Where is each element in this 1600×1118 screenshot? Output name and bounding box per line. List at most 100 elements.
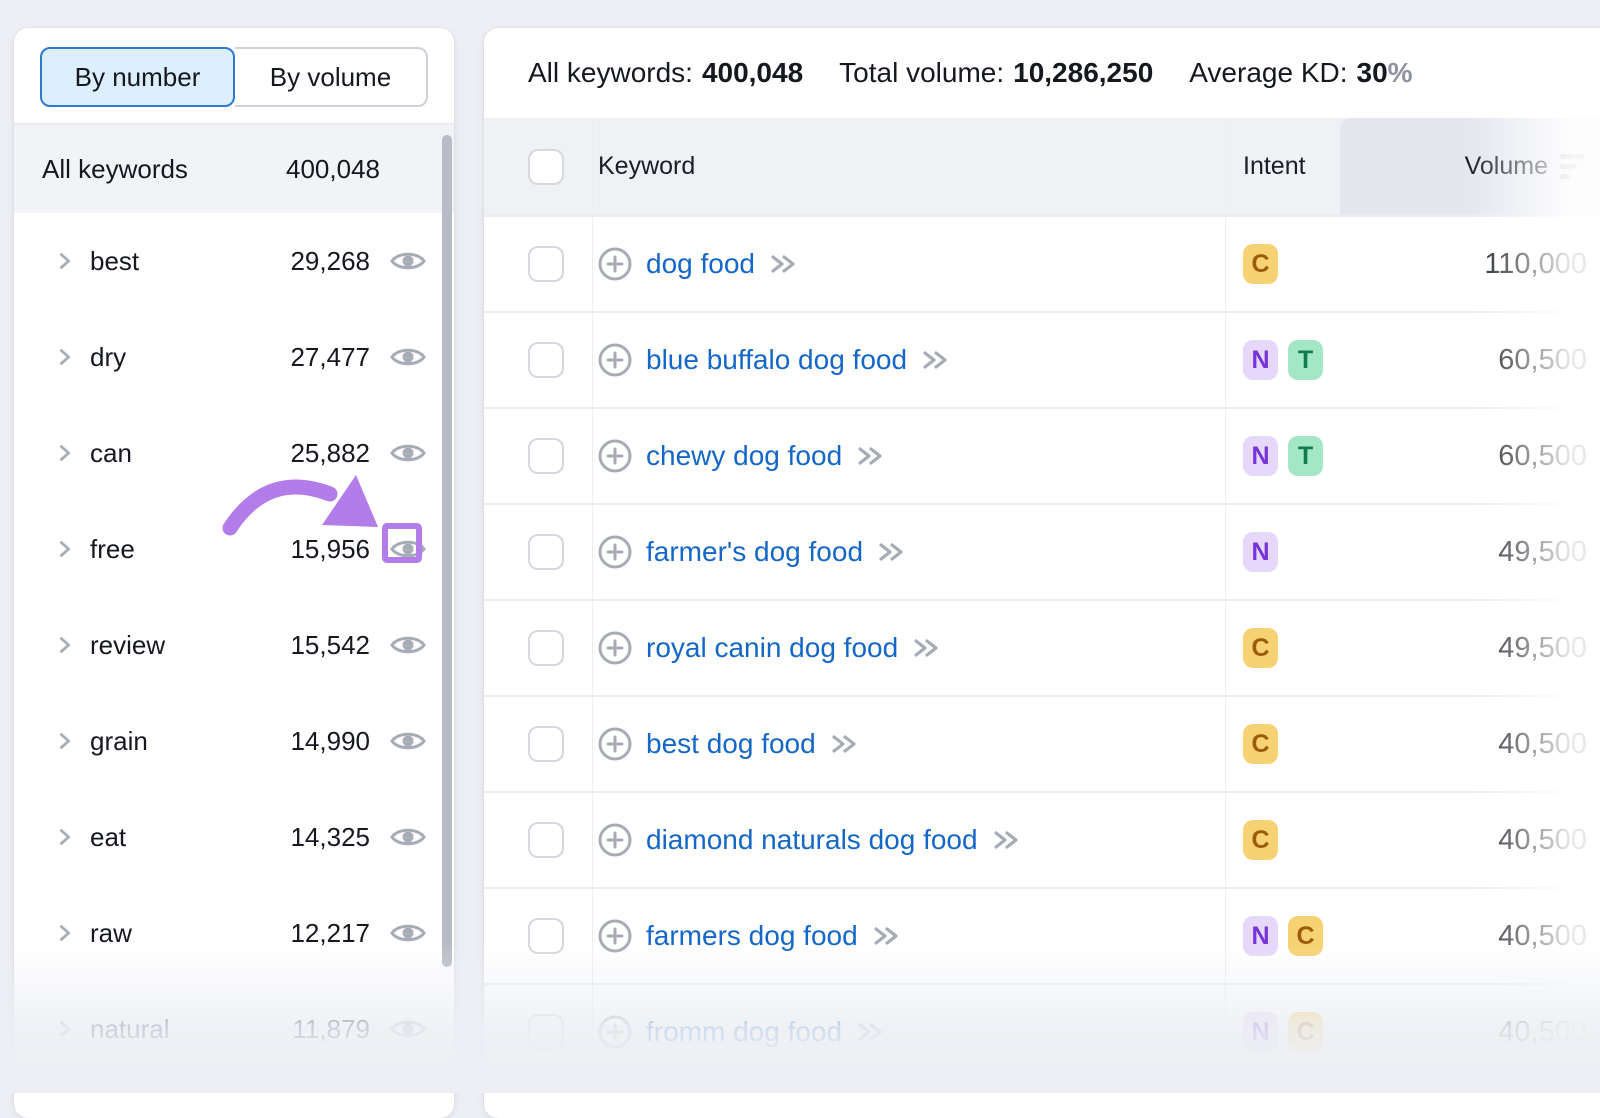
- intent-badge-c: C: [1243, 820, 1278, 860]
- eye-icon[interactable]: [390, 1011, 426, 1047]
- keyword-column-header: Keyword: [592, 118, 1225, 215]
- group-label: review: [90, 629, 166, 660]
- all-keywords-stat: All keywords: 400,048: [528, 57, 804, 88]
- chevron-right-icon[interactable]: [54, 250, 76, 272]
- sidebar-scrollbar[interactable]: [442, 135, 452, 967]
- keyword-group-row-natural[interactable]: natural 11,879: [14, 981, 454, 1077]
- row-checkbox[interactable]: [528, 342, 564, 378]
- chevron-right-icon[interactable]: [54, 922, 76, 944]
- row-checkbox[interactable]: [528, 918, 564, 954]
- all-keywords-row[interactable]: All keywords 400,048: [14, 125, 454, 213]
- keyword-link[interactable]: dog food: [646, 248, 755, 279]
- eye-icon[interactable]: [390, 723, 426, 759]
- sort-descending-icon[interactable]: [1560, 154, 1584, 179]
- volume-column-header[interactable]: Volume: [1340, 118, 1600, 215]
- by-volume-button[interactable]: By volume: [235, 47, 428, 107]
- group-count: 15,956: [290, 533, 370, 564]
- intent-badge-c: C: [1243, 724, 1278, 764]
- all-keywords-count: 400,048: [286, 153, 380, 184]
- chevron-right-icon[interactable]: [54, 538, 76, 560]
- keyword-group-row-grain[interactable]: grain 14,990: [14, 693, 454, 789]
- eye-icon[interactable]: [390, 243, 426, 279]
- volume-value: 60,500: [1498, 439, 1587, 472]
- keyword-group-row-review[interactable]: review 15,542: [14, 597, 454, 693]
- row-checkbox[interactable]: [528, 534, 564, 570]
- volume-value: 40,500: [1498, 1015, 1587, 1048]
- double-chevron-icon[interactable]: [872, 924, 902, 948]
- row-checkbox[interactable]: [528, 1014, 564, 1050]
- by-number-button[interactable]: By number: [40, 47, 235, 107]
- intent-badge-n: N: [1243, 916, 1278, 956]
- chevron-right-icon[interactable]: [54, 826, 76, 848]
- group-label: raw: [90, 917, 132, 948]
- eye-icon-highlighted[interactable]: [390, 531, 426, 567]
- eye-icon[interactable]: [390, 339, 426, 375]
- keyword-table-panel: All keywords: 400,048 Total volume: 10,286…: [484, 28, 1600, 1118]
- highlight-box-annotation: [382, 523, 422, 563]
- double-chevron-icon[interactable]: [830, 732, 860, 756]
- keyword-link[interactable]: fromm dog food: [646, 1016, 843, 1047]
- double-chevron-icon[interactable]: [877, 540, 907, 564]
- keyword-link[interactable]: farmer's dog food: [646, 536, 864, 567]
- table-row: farmers dog food N C 40,500: [484, 887, 1600, 983]
- plus-circle-icon[interactable]: [598, 343, 632, 377]
- keyword-group-row-eat[interactable]: eat 14,325: [14, 789, 454, 885]
- row-checkbox[interactable]: [528, 726, 564, 762]
- plus-circle-icon[interactable]: [598, 1015, 632, 1049]
- intent-column-header: Intent: [1225, 118, 1340, 215]
- double-chevron-icon[interactable]: [769, 252, 799, 276]
- keyword-group-row-free[interactable]: free 15,956: [14, 501, 454, 597]
- select-all-checkbox[interactable]: [528, 148, 564, 185]
- keyword-group-row-raw[interactable]: raw 12,217: [14, 885, 454, 981]
- keyword-group-row-best[interactable]: best 29,268: [14, 213, 454, 309]
- keyword-link[interactable]: best dog food: [646, 728, 816, 759]
- double-chevron-icon[interactable]: [856, 444, 886, 468]
- chevron-right-icon[interactable]: [54, 442, 76, 464]
- chevron-right-icon[interactable]: [54, 346, 76, 368]
- row-checkbox[interactable]: [528, 246, 564, 282]
- group-label: can: [90, 437, 132, 468]
- chevron-right-icon[interactable]: [54, 634, 76, 656]
- plus-circle-icon[interactable]: [598, 919, 632, 953]
- table-row: farmer's dog food N 49,500: [484, 503, 1600, 599]
- keyword-link[interactable]: royal canin dog food: [646, 632, 899, 663]
- keyword-link[interactable]: chewy dog food: [646, 440, 843, 471]
- group-count: 25,882: [290, 437, 370, 468]
- keyword-group-row-dry[interactable]: dry 27,477: [14, 309, 454, 405]
- keyword-link[interactable]: farmers dog food: [646, 920, 858, 951]
- double-chevron-icon[interactable]: [992, 828, 1022, 852]
- volume-value: 40,500: [1498, 823, 1587, 856]
- double-chevron-icon[interactable]: [856, 1020, 886, 1044]
- plus-circle-icon[interactable]: [598, 631, 632, 665]
- chevron-right-icon[interactable]: [54, 1018, 76, 1040]
- plus-circle-icon[interactable]: [598, 439, 632, 473]
- plus-circle-icon[interactable]: [598, 535, 632, 569]
- double-chevron-icon[interactable]: [921, 348, 951, 372]
- volume-value: 40,500: [1498, 727, 1587, 760]
- volume-value: 49,500: [1498, 631, 1587, 664]
- group-sort-toggle: By number By volume: [14, 28, 454, 125]
- group-count: 29,268: [290, 245, 370, 276]
- keyword-link[interactable]: blue buffalo dog food: [646, 344, 908, 375]
- group-count: 15,542: [290, 629, 370, 660]
- plus-circle-icon[interactable]: [598, 823, 632, 857]
- row-checkbox[interactable]: [528, 630, 564, 666]
- eye-icon[interactable]: [390, 819, 426, 855]
- eye-icon[interactable]: [390, 435, 426, 471]
- double-chevron-icon[interactable]: [912, 636, 942, 660]
- keyword-group-row-can[interactable]: can 25,882: [14, 405, 454, 501]
- eye-icon[interactable]: [390, 915, 426, 951]
- row-checkbox[interactable]: [528, 822, 564, 858]
- intent-badge-c: C: [1288, 916, 1323, 956]
- group-label: best: [90, 245, 140, 276]
- eye-icon[interactable]: [390, 627, 426, 663]
- row-checkbox[interactable]: [528, 438, 564, 474]
- table-row: blue buffalo dog food N T 60,500: [484, 311, 1600, 407]
- plus-circle-icon[interactable]: [598, 727, 632, 761]
- volume-value: 60,500: [1498, 343, 1587, 376]
- group-label: eat: [90, 821, 127, 852]
- keyword-link[interactable]: diamond naturals dog food: [646, 824, 978, 855]
- plus-circle-icon[interactable]: [598, 247, 632, 281]
- chevron-right-icon[interactable]: [54, 730, 76, 752]
- group-count: 14,990: [290, 725, 370, 756]
